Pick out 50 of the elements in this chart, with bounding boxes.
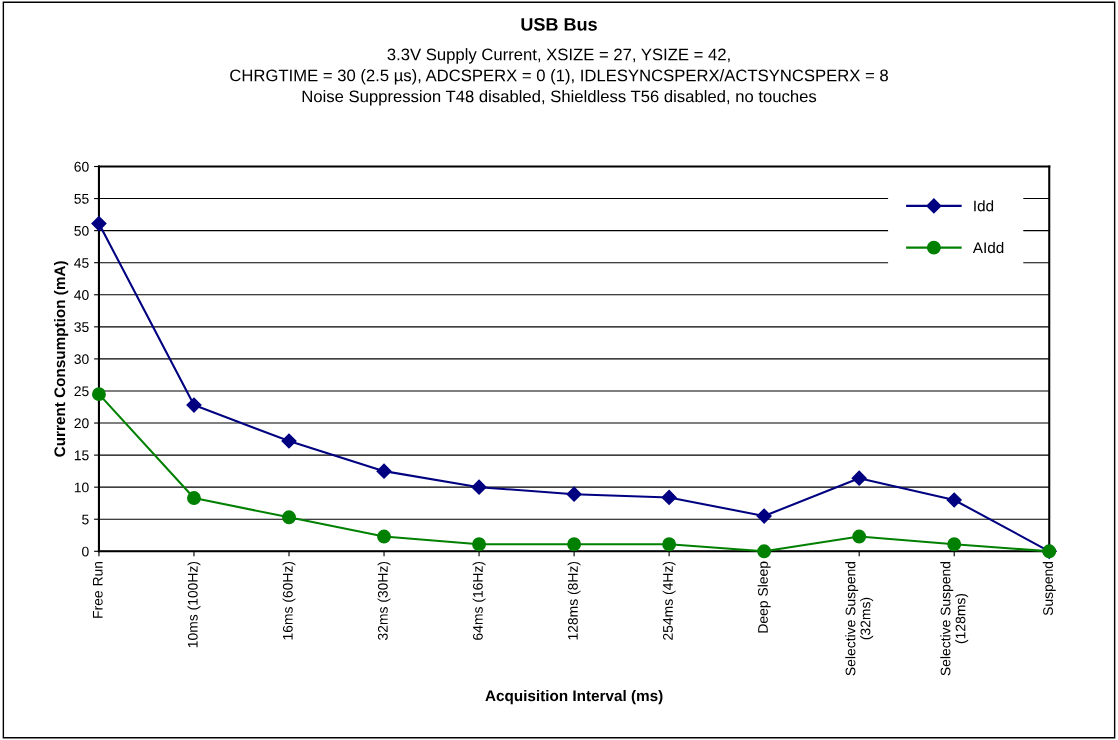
y-tick-label: 5 <box>82 514 89 525</box>
x-tick-label: Suspend <box>1042 561 1056 616</box>
point <box>661 489 677 505</box>
legend-label: AIdd <box>972 241 1004 254</box>
point <box>947 537 962 552</box>
point <box>566 486 582 502</box>
legend-label: Idd <box>974 200 994 212</box>
point <box>567 537 582 552</box>
x-tick-label: 254ms (4Hz) <box>662 561 676 640</box>
x-tick-label: Deep Sleep <box>757 561 771 633</box>
chart-title: USB Bus <box>521 17 597 31</box>
y-tick-label: 0 <box>82 546 89 557</box>
x-tick-label: 128ms (8Hz) <box>567 561 581 640</box>
point <box>282 510 296 525</box>
x-tick-label: 10ms (100Hz) <box>187 561 201 648</box>
x-tick-label: Free Run <box>92 561 103 618</box>
point <box>187 491 201 506</box>
y-tick-label: 15 <box>74 450 89 461</box>
point <box>281 433 297 449</box>
x-axis-title: Acquisition Interval (ms) <box>485 689 663 705</box>
point <box>186 397 202 413</box>
x-tick-label: 16ms (60Hz) <box>282 561 296 640</box>
x-tick-label: 32ms (30Hz) <box>377 561 391 640</box>
y-tick-label: 40 <box>74 290 89 300</box>
y-tick-label: 55 <box>74 194 89 204</box>
y-tick-label: 10 <box>74 482 89 493</box>
y-tick-label: 60 <box>74 161 89 172</box>
point <box>851 470 867 486</box>
y-tick-label: 30 <box>74 354 89 365</box>
point <box>377 529 391 544</box>
y-axis-title: Current Consumption (mA) <box>53 261 69 457</box>
x-tick-label: 64ms (16Hz) <box>472 561 486 640</box>
x-tick-label: Selective Suspend (128ms) <box>940 561 969 676</box>
point <box>757 544 772 559</box>
point <box>91 216 107 232</box>
y-tick-label: 45 <box>74 258 89 268</box>
chart-subtitle: 3.3V Supply Current, XSIZE = 27, YSIZE = 42, CHRGTIME = 30 (2.5 µs), ADCSPERX = 0 (1), IDLESYNCSPERX/ACTSYNCSPERX = 8 Noise Suppression T48 disabled, Shieldless T56 disabled, no touches <box>230 48 888 106</box>
point <box>91 387 106 402</box>
point <box>852 529 867 544</box>
y-tick-label: 35 <box>74 322 89 332</box>
point <box>376 463 392 479</box>
point <box>472 537 487 552</box>
point <box>471 479 487 495</box>
point <box>662 537 677 552</box>
point <box>756 508 772 524</box>
y-tick-label: 50 <box>74 225 89 236</box>
y-tick-label: 25 <box>74 386 89 397</box>
point <box>946 492 962 508</box>
y-tick-label: 20 <box>74 418 89 429</box>
x-tick-label: Selective Suspend (32ms) <box>845 561 874 676</box>
